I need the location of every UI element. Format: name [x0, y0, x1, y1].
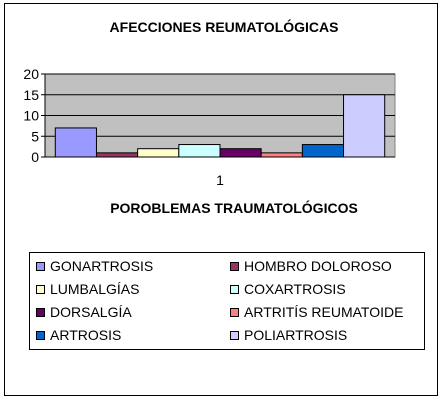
x-tick-label: 1 — [216, 172, 224, 188]
legend-label: POLIARTROSIS — [244, 327, 348, 343]
legend-swatch — [36, 307, 45, 317]
y-tick-label: 15 — [23, 87, 39, 103]
bar — [219, 148, 262, 158]
bar — [343, 94, 386, 158]
legend-swatch — [36, 330, 45, 340]
bar — [95, 152, 139, 158]
legend-label: DORSALGÍA — [50, 304, 132, 320]
legend-item: GONARTROSIS — [36, 257, 153, 275]
legend-swatch — [230, 284, 239, 294]
bar — [301, 144, 345, 158]
bar — [178, 144, 221, 158]
chart-svg: AFECCIONES REUMATOLÓGICAS 0 5 10 15 20 1 PORO… — [23, 18, 396, 216]
legend-swatch — [230, 261, 239, 271]
legend-swatch — [36, 261, 45, 271]
legend-item: POLIARTROSIS — [230, 326, 347, 344]
legend-label: HOMBRO DOLOROSO — [244, 258, 392, 274]
legend-label: GONARTROSIS — [50, 258, 154, 274]
legend-item: HOMBRO DOLOROSO — [230, 257, 392, 275]
bar — [54, 127, 97, 158]
legend-item: ARTRITÍS REUMATOIDE — [230, 303, 403, 321]
legend-swatch — [36, 284, 45, 294]
legend-label: ARTRITÍS REUMATOIDE — [244, 304, 404, 320]
y-tick-label: 10 — [23, 108, 39, 124]
legend-label: ARTROSIS — [50, 327, 122, 343]
legend-swatch — [230, 330, 239, 340]
legend-item: COXARTROSIS — [230, 280, 346, 298]
legend-label: LUMBALGÍAS — [50, 281, 140, 297]
y-tick-label: 5 — [31, 128, 39, 144]
bar — [137, 148, 180, 158]
chart-subtitle: POROBLEMAS TRAUMATOLÓGICOS — [110, 199, 358, 216]
legend-label: COXARTROSIS — [244, 281, 346, 297]
y-tick-label: 20 — [23, 66, 39, 82]
y-tick-label: 0 — [31, 149, 39, 165]
legend-item: ARTROSIS — [36, 326, 121, 344]
legend-item: DORSALGÍA — [36, 303, 132, 321]
bar — [260, 152, 303, 158]
legend-swatch — [230, 307, 239, 317]
legend: GONARTROSIS HOMBRO DOLOROSO LUMBALGÍAS COXA… — [29, 252, 425, 350]
chart-title: AFECCIONES REUMATOLÓGICAS — [110, 18, 339, 35]
chart-frame: AFECCIONES REUMATOLÓGICAS 0 5 10 15 20 1 PORO… — [4, 3, 438, 396]
legend-item: LUMBALGÍAS — [36, 280, 139, 298]
